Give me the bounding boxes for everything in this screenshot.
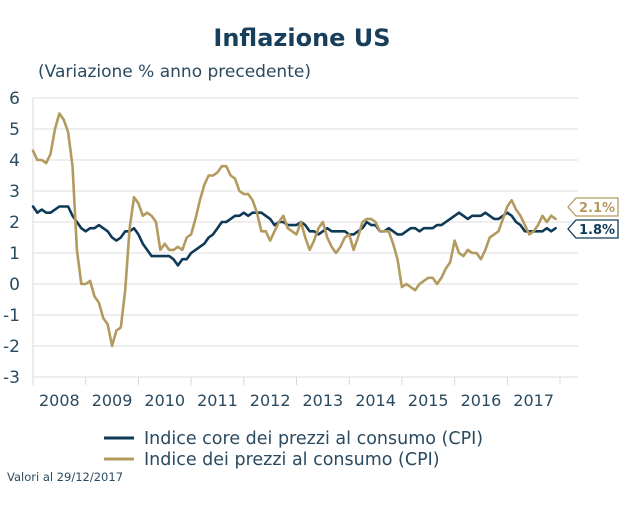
x-tick-label: 2010 [144,391,185,410]
y-tick-label: 2 [9,213,20,233]
x-tick-label: 2012 [250,391,291,410]
y-tick-label: 3 [9,182,20,202]
series-lines [31,112,557,348]
x-tick-label: 2015 [408,391,449,410]
chart-subtitle: (Variazione % anno precedente) [38,62,311,82]
series-line-headline [31,112,557,348]
callout-label-core: 1.8% [579,223,615,238]
y-axis-ticks: 6 5 4 3 2 1 0 -1 -2 -3 [3,89,20,388]
chart-title: Inflazione US [213,24,390,52]
x-tick-label: 2011 [197,391,238,410]
x-axis: 2008 2009 2010 2011 2012 2013 2014 2015 2016 2017 [32,98,561,410]
callout-tag-core [567,219,619,239]
x-tick-label: 2013 [302,391,343,410]
series-line-core [31,205,557,267]
x-tick-label: 2008 [39,391,80,410]
gridlines [33,97,578,378]
y-tick-label: -3 [3,368,20,388]
callout-tag-headline [567,197,619,217]
y-tick-label: 1 [9,244,20,264]
callout-label-headline: 2.1% [579,201,615,216]
y-tick-label: 6 [9,89,20,109]
legend-label-core: Indice core dei prezzi al consumo (CPI) [144,429,483,449]
y-tick-label: 4 [9,151,20,171]
y-tick-label: 0 [9,275,20,295]
x-tick-label: 2009 [92,391,133,410]
last-value-callouts: 2.1% 1.8% [567,197,619,239]
y-tick-label: -1 [3,306,20,326]
date-note: Valori al 29/12/2017 [7,470,123,484]
y-tick-label: 5 [9,120,20,140]
x-tick-label: 2014 [355,391,396,410]
y-tick-label: -2 [3,337,20,357]
legend-label-headline: Indice dei prezzi al consumo (CPI) [144,450,440,470]
x-tick-label: 2016 [461,391,502,410]
legend: Indice core dei prezzi al consumo (CPI) … [104,429,483,470]
x-tick-label: 2017 [513,391,554,410]
